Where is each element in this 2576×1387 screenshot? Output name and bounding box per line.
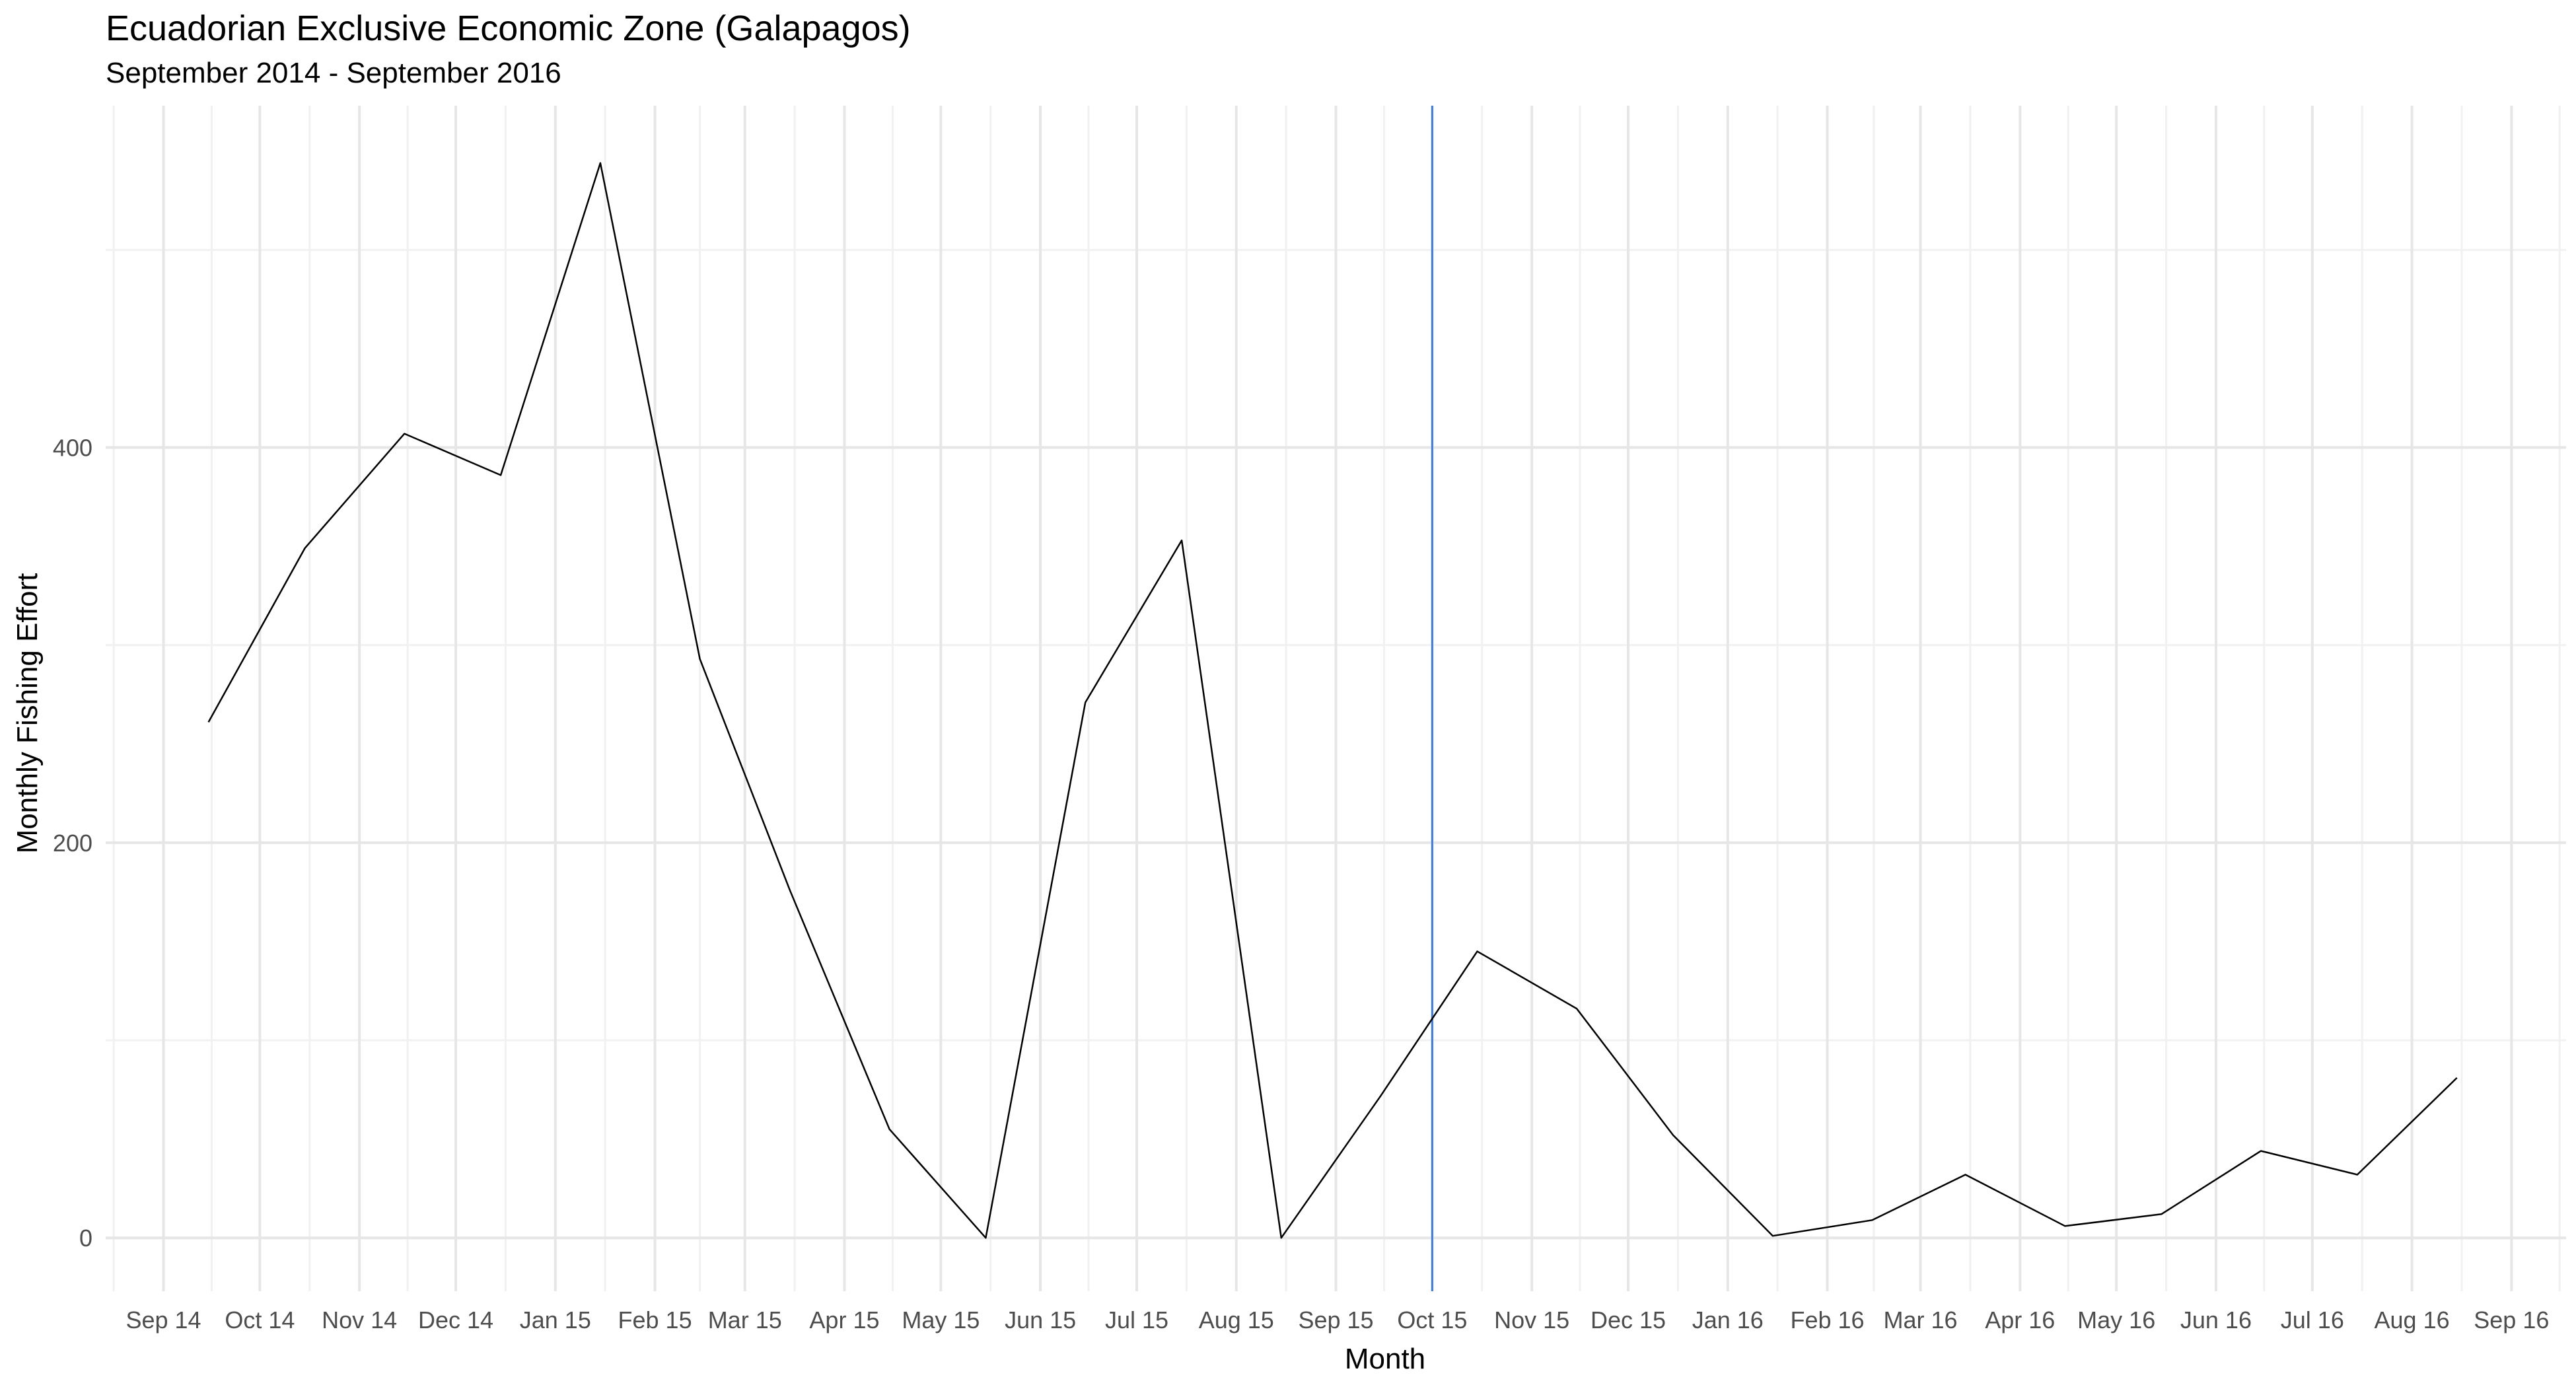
y-tick-labels: 0 200 400 [53,435,92,1252]
x-tick-label: Mar 16 [1884,1306,1958,1334]
chart-title: Ecuadorian Exclusive Economic Zone (Gala… [106,9,911,48]
x-tick-label: Dec 15 [1591,1306,1666,1334]
x-tick-label: Jan 15 [520,1306,591,1334]
y-tick-label: 400 [53,435,92,462]
x-tick-labels: Sep 14 Oct 14 Nov 14 Dec 14 Jan 15 Feb 15 Mar … [125,1306,2549,1334]
x-tick-label: Aug 15 [1199,1306,1274,1334]
series-line [207,162,2458,1239]
x-tick-label: Aug 16 [2375,1306,2450,1334]
x-tick-label: Apr 16 [1985,1306,2055,1334]
x-tick-label: Sep 15 [1298,1306,1373,1334]
x-tick-label: May 15 [902,1306,980,1334]
y-axis-title: Monthly Fishing Effort [11,573,44,854]
grid-layer [106,106,2566,1291]
x-tick-label: Oct 14 [225,1306,295,1334]
x-tick-label: Sep 14 [125,1306,201,1334]
x-tick-label: Sep 16 [2474,1306,2549,1334]
x-tick-label: Feb 16 [1790,1306,1864,1334]
x-tick-label: Nov 15 [1494,1306,1569,1334]
x-tick-label: Dec 14 [418,1306,493,1334]
chart-subtitle: September 2014 - September 2016 [106,57,561,89]
x-axis-title: Month [1345,1343,1425,1375]
x-tick-label: Jul 15 [1105,1306,1168,1334]
x-tick-label: Feb 15 [618,1306,692,1334]
x-tick-label: Jun 16 [2180,1306,2252,1334]
x-tick-label: Apr 15 [809,1306,879,1334]
x-tick-label: Nov 14 [322,1306,397,1334]
x-tick-label: Jun 15 [1005,1306,1076,1334]
x-tick-label: Jul 16 [2281,1306,2344,1334]
x-tick-label: May 16 [2077,1306,2155,1334]
x-tick-label: Jan 16 [1692,1306,1764,1334]
x-tick-label: Mar 15 [708,1306,782,1334]
x-tick-label: Oct 15 [1397,1306,1467,1334]
series-layer [207,162,2458,1239]
y-tick-label: 0 [79,1225,92,1252]
y-tick-label: 200 [53,830,92,857]
